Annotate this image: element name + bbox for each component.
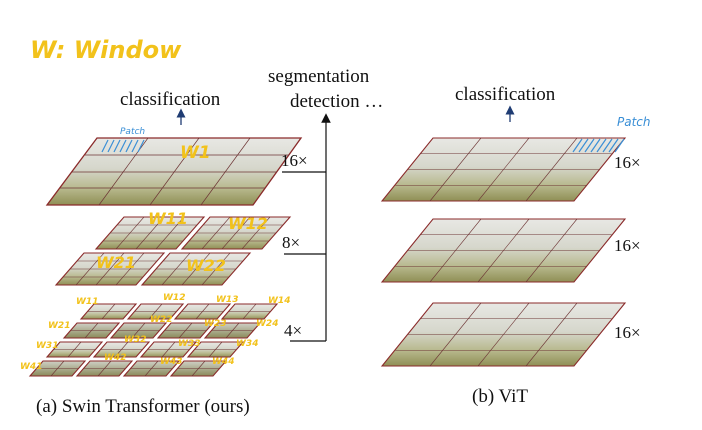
swin-window-label: W22 <box>150 315 172 325</box>
swin-8x-window <box>94 216 206 250</box>
swin-4x-window <box>122 360 181 377</box>
swin-window-label: W13 <box>216 295 238 305</box>
swin-scale-16x: 16× <box>281 151 308 170</box>
swin-panel: classification segmentation detection … <box>20 66 383 417</box>
swin-window-label: W23 <box>204 319 226 329</box>
segmentation-label: segmentation <box>268 66 370 87</box>
swin-4x-window <box>92 341 151 358</box>
swin-window-label: W12 <box>163 293 185 303</box>
swin-layer-4x: W11 W12 W13 W14 W21 W22 W23 W24 W31 W32 W33 W34 W41 W… <box>20 293 290 377</box>
swin-4x-window <box>139 341 198 358</box>
vit-scale-middle: 16× <box>614 236 641 255</box>
vit-panel: classification Patch 16× 16× 16× (b) ViT <box>380 84 651 407</box>
swin-window-label: W21 <box>48 321 70 331</box>
swin-window-label: W11 <box>76 297 98 307</box>
vit-classification-label: classification <box>455 84 556 105</box>
vit-caption: (b) ViT <box>472 386 528 407</box>
vit-layer <box>380 218 627 283</box>
swin-4x-window <box>156 322 215 339</box>
swin-patch-label: Patch <box>120 127 145 137</box>
swin-layer-8x: W11 W12 W21 W22 <box>54 209 292 286</box>
swin-4x-window <box>109 322 168 339</box>
swin-window-label: W32 <box>124 335 146 345</box>
swin-window-label: W31 <box>36 341 58 351</box>
swin-window-label: W33 <box>178 339 200 349</box>
vit-scale-bottom: 16× <box>614 323 641 342</box>
swin-4x-window <box>173 303 232 320</box>
swin-4x-window <box>203 322 262 339</box>
swin-4x-window <box>220 303 279 320</box>
swin-4x-window <box>186 341 245 358</box>
swin-4x-window <box>79 303 138 320</box>
swin-4x-window <box>126 303 185 320</box>
swin-window-label: W41 <box>20 362 42 372</box>
window-note: W: Window <box>30 36 182 64</box>
swin-scale-4x: 4× <box>284 321 302 340</box>
swin-4x-window <box>62 322 121 339</box>
swin-window-label: W12 <box>228 214 268 233</box>
vit-patch-label: Patch <box>617 115 651 129</box>
swin-window-label: W22 <box>186 256 226 275</box>
swin-patch-hatch <box>101 139 145 153</box>
vit-patch-hatch <box>572 138 625 153</box>
vit-scale-top: 16× <box>614 153 641 172</box>
swin-4x-window <box>169 360 228 377</box>
swin-caption: (a) Swin Transformer (ours) <box>36 396 250 417</box>
swin-layer-16x: Patch W1 <box>45 127 303 206</box>
swin-8x-window <box>180 216 292 250</box>
swin-window-label: W44 <box>212 357 234 367</box>
swin-classification-label: classification <box>120 89 221 110</box>
swin-window-label: W34 <box>236 339 258 349</box>
vit-layer <box>380 302 627 367</box>
swin-4x-window <box>28 360 87 377</box>
vit-layer <box>380 137 627 202</box>
swin-4x-window <box>75 360 134 377</box>
swin-window-label: W14 <box>268 296 290 306</box>
swin-window-label: W43 <box>160 357 182 367</box>
swin-4x-window <box>45 341 104 358</box>
swin-window-label-w1: W1 <box>180 143 211 163</box>
swin-connectors <box>282 113 331 342</box>
swin-8x-window <box>54 252 166 286</box>
swin-window-label: W42 <box>104 353 126 363</box>
swin-window-label: W21 <box>96 253 136 272</box>
swin-scale-8x: 8× <box>282 233 300 252</box>
detection-label: detection … <box>290 91 383 112</box>
swin-window-label: W24 <box>256 319 278 329</box>
swin-8x-window <box>140 252 252 286</box>
swin-window-label: W11 <box>148 209 188 228</box>
